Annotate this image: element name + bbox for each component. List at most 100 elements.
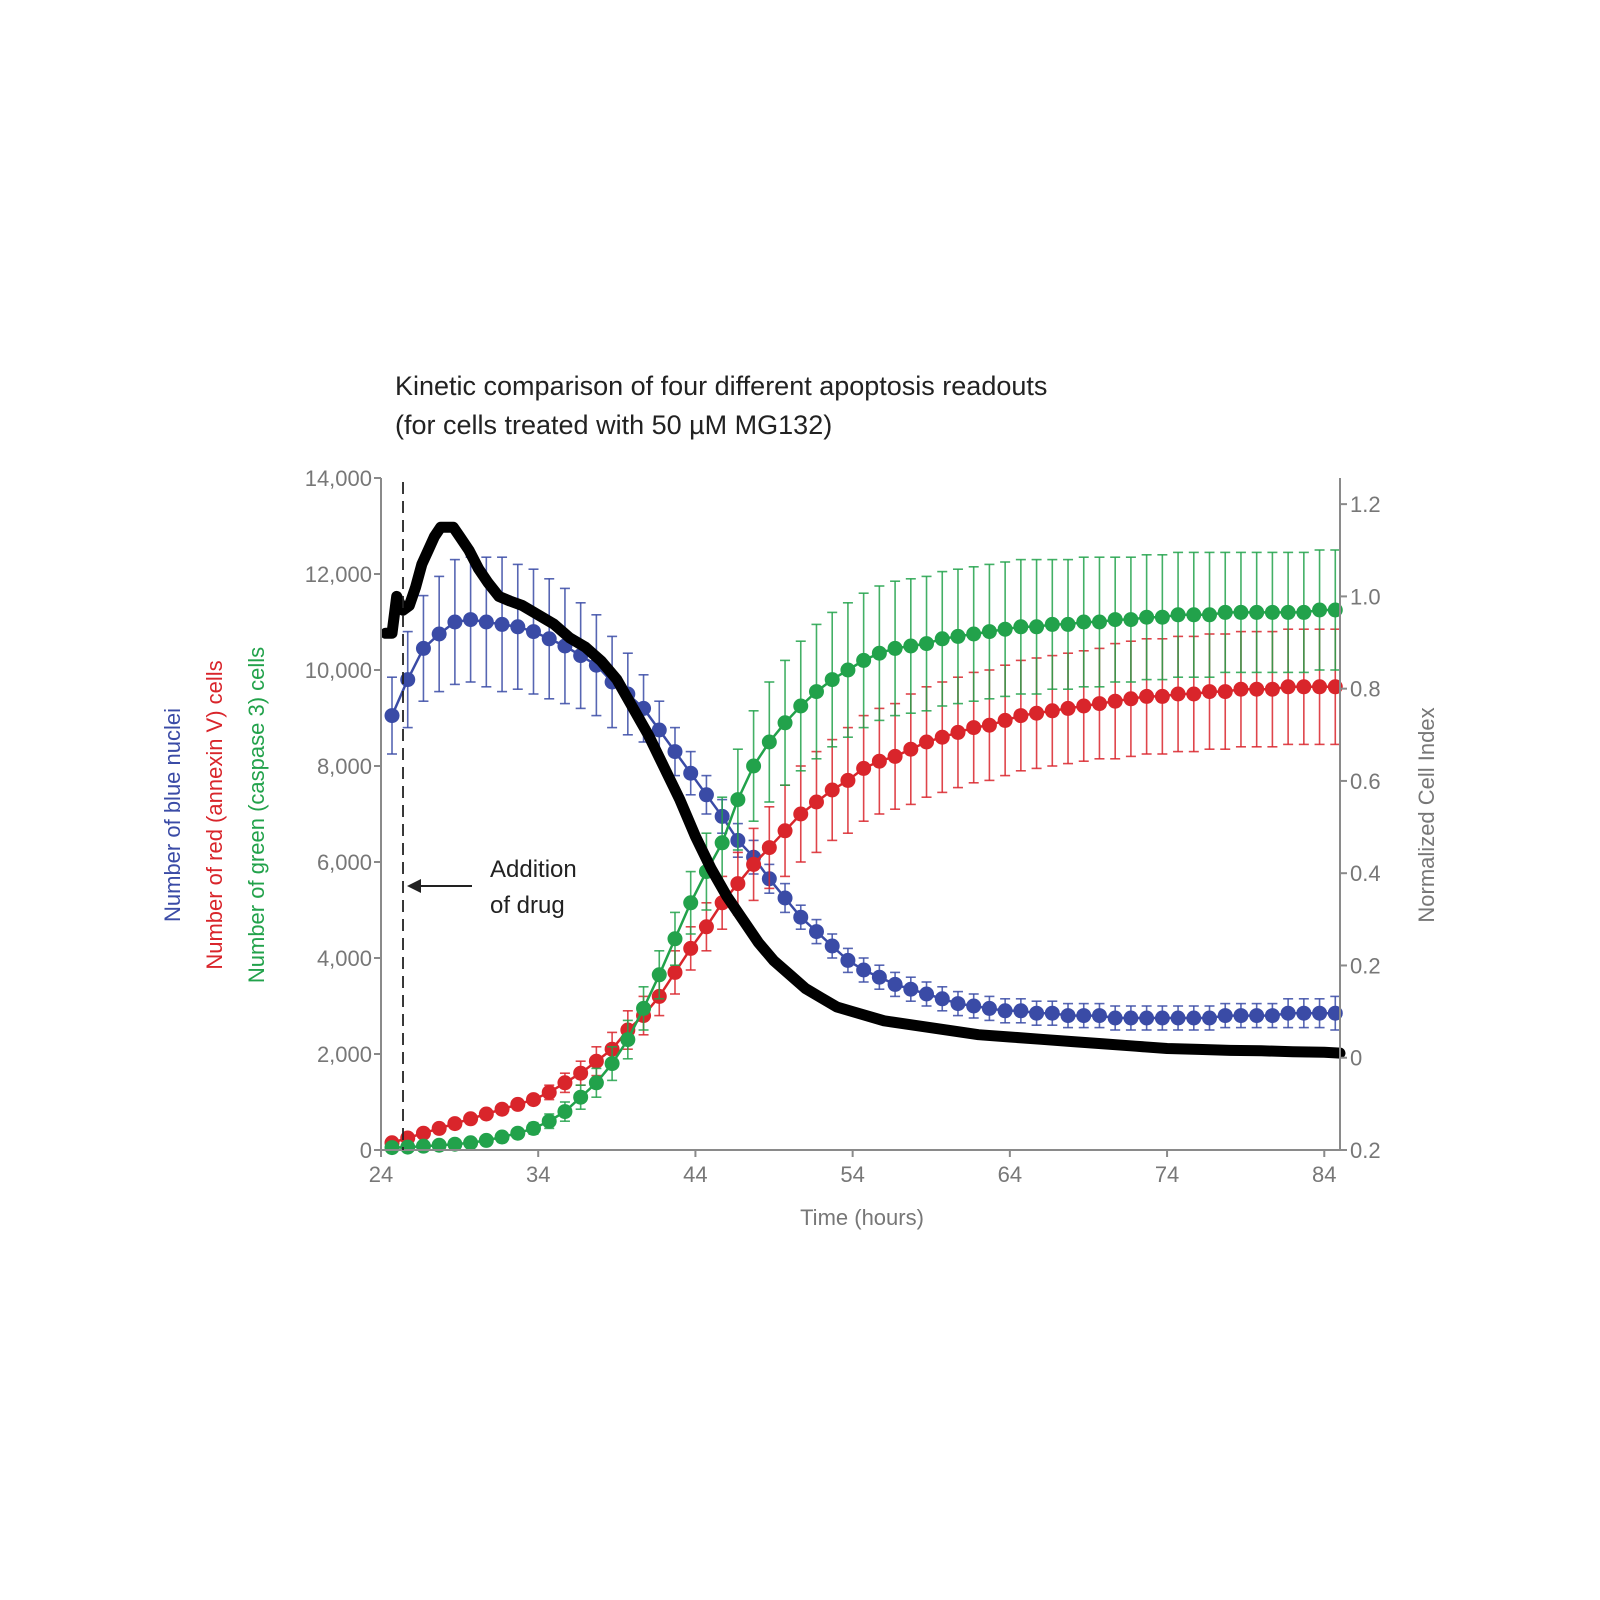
blue-point	[919, 986, 935, 1002]
blue-point	[431, 626, 447, 642]
cell-index-point	[832, 1002, 841, 1011]
blue-point	[777, 890, 793, 906]
cell-index-point	[817, 993, 826, 1002]
red-point	[1233, 681, 1249, 697]
red-point	[525, 1092, 541, 1108]
cell-index-point	[565, 633, 574, 642]
right-y-tick-label: 0.2	[1350, 953, 1381, 978]
x-tick-label: 74	[1155, 1162, 1179, 1187]
blue-point	[1217, 1008, 1233, 1024]
blue-point	[541, 631, 557, 647]
green-point	[966, 626, 982, 642]
blue-point	[698, 787, 714, 803]
red-point	[793, 806, 809, 822]
blue-point	[525, 624, 541, 640]
green-point	[1264, 604, 1280, 620]
cell-index-point	[518, 601, 527, 610]
blue-point	[824, 938, 840, 954]
left-y-axis-title-blue: Number of blue nuclei	[160, 708, 185, 922]
blue-point	[1060, 1008, 1076, 1024]
green-point	[1280, 604, 1296, 620]
series-red	[384, 628, 1343, 1151]
red-point	[1280, 679, 1296, 695]
green-point	[997, 621, 1013, 637]
red-point	[1076, 698, 1092, 714]
cell-index-point	[801, 984, 810, 993]
cell-index-point	[754, 938, 763, 947]
green-point	[1029, 619, 1045, 635]
green-point	[981, 624, 997, 640]
blue-point	[494, 616, 510, 632]
red-point	[1249, 681, 1265, 697]
cell-index-point	[1320, 1048, 1329, 1057]
green-point	[856, 652, 872, 668]
cell-index-point	[392, 592, 401, 601]
green-point	[887, 640, 903, 656]
red-point	[510, 1096, 526, 1112]
cell-index-point	[1131, 1042, 1140, 1051]
left-y-tick-label: 12,000	[305, 562, 372, 587]
red-point	[1154, 688, 1170, 704]
cell-index-point	[465, 546, 474, 555]
green-point	[1312, 602, 1328, 618]
x-tick-label: 34	[526, 1162, 550, 1187]
green-point	[651, 967, 667, 983]
green-point	[1202, 607, 1218, 623]
cell-index-point	[1037, 1035, 1046, 1044]
cell-index-point	[628, 703, 637, 712]
red-point	[541, 1084, 557, 1100]
blue-point	[1186, 1010, 1202, 1026]
red-point	[824, 782, 840, 798]
cell-index-point	[974, 1030, 983, 1039]
cell-index-point	[675, 795, 684, 804]
red-point	[557, 1075, 573, 1091]
cell-index-point	[722, 892, 731, 901]
blue-point	[1170, 1010, 1186, 1026]
green-point	[683, 895, 699, 911]
cell-index-point	[1068, 1037, 1077, 1046]
red-point	[1296, 679, 1312, 695]
green-point	[714, 835, 730, 851]
green-point	[1154, 609, 1170, 625]
cell-index-point	[417, 560, 426, 569]
annotation-text: Addition	[490, 856, 577, 883]
cell-index-point	[1257, 1046, 1266, 1055]
red-point	[1123, 691, 1139, 707]
red-point	[1170, 686, 1186, 702]
left-y-tick-label: 6,000	[317, 850, 372, 875]
red-point	[1312, 679, 1328, 695]
cell-index-point	[1005, 1032, 1014, 1041]
red-point	[588, 1053, 604, 1069]
annotation: Addition of drug	[402, 482, 577, 1150]
red-point	[683, 940, 699, 956]
blue-point	[997, 1003, 1013, 1019]
blue-point	[966, 998, 982, 1014]
red-point	[415, 1125, 431, 1141]
green-point	[746, 758, 762, 774]
red-point	[494, 1101, 510, 1117]
cell-index-point	[505, 597, 514, 606]
cell-index-point	[1163, 1044, 1172, 1053]
blue-point	[683, 765, 699, 781]
blue-point	[1044, 1005, 1060, 1021]
blue-point	[1233, 1008, 1249, 1024]
blue-point	[667, 744, 683, 760]
blue-point	[1312, 1005, 1328, 1021]
green-point	[761, 734, 777, 750]
cell-index-point	[911, 1021, 920, 1030]
green-point	[1123, 612, 1139, 628]
red-point	[966, 720, 982, 736]
series-cell_index	[380, 521, 1346, 1059]
cell-index-point	[405, 601, 414, 610]
red-point	[1044, 703, 1060, 719]
left-y-tick-label: 14,000	[305, 466, 372, 491]
green-point	[793, 698, 809, 714]
blue-point	[856, 962, 872, 978]
blue-point	[793, 909, 809, 925]
blue-point	[1280, 1005, 1296, 1021]
red-point	[808, 794, 824, 810]
blue-point	[1249, 1008, 1265, 1024]
red-point	[950, 724, 966, 740]
red-point	[1013, 708, 1029, 724]
green-point	[573, 1089, 589, 1105]
